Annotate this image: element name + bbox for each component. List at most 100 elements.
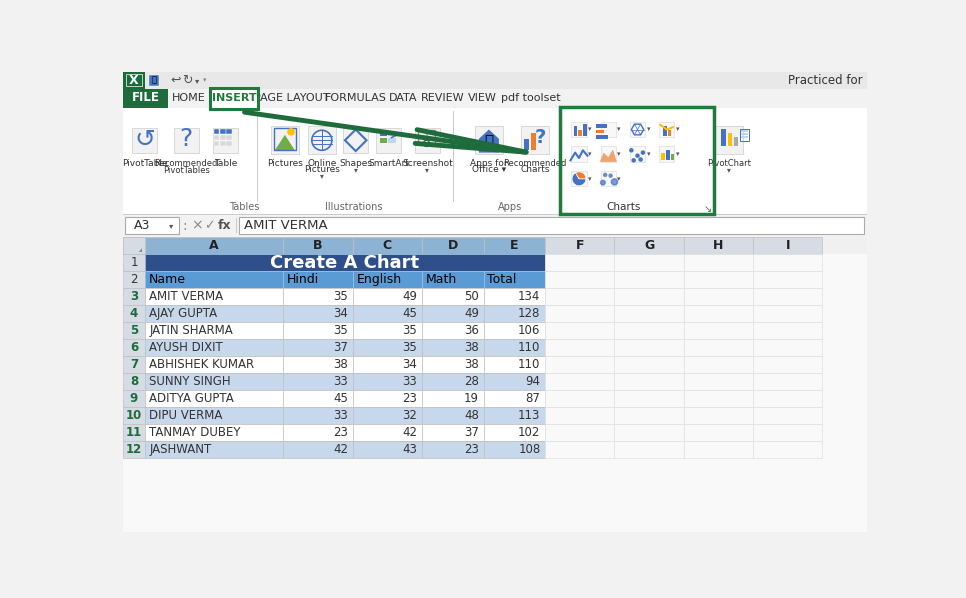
Bar [614,322,684,339]
Text: Online: Online [307,159,336,168]
Text: ×: × [191,219,203,233]
Bar [522,126,549,154]
Bar [388,131,396,136]
Bar [684,305,753,322]
Bar [614,441,684,457]
Bar [124,390,145,407]
Bar [545,390,614,407]
Bar [484,288,545,305]
Bar [601,147,616,162]
Bar [601,171,616,187]
Text: +: + [422,132,430,142]
Text: 43: 43 [403,443,417,456]
Text: Table: Table [213,159,238,168]
Bar [484,373,545,390]
Text: Recommended: Recommended [155,159,218,168]
Bar [422,373,484,390]
Text: DIPU VERMA: DIPU VERMA [150,408,223,422]
Text: 35: 35 [403,341,417,354]
Bar [124,108,867,214]
Text: ▾: ▾ [354,165,357,174]
Bar [353,390,422,407]
Text: AMIT VERMA: AMIT VERMA [150,290,223,303]
Bar [220,141,226,147]
Text: ▾: ▾ [588,151,591,157]
Bar [422,441,484,457]
Text: 32: 32 [403,408,417,422]
Text: Charts: Charts [521,165,550,174]
Bar [662,152,666,160]
Circle shape [611,179,617,185]
Bar [415,128,440,152]
Text: ?: ? [180,127,193,151]
Text: X: X [129,74,139,87]
Text: FORMULAS: FORMULAS [325,93,386,103]
Bar [753,390,822,407]
Bar [668,130,671,136]
Text: 🏬: 🏬 [484,135,494,150]
Text: ▾: ▾ [169,221,173,230]
Bar [684,322,753,339]
Bar [145,423,283,441]
Bar [422,339,484,356]
Bar [684,373,753,390]
Bar [353,305,422,322]
Bar [145,390,283,407]
Text: 45: 45 [333,392,348,405]
Bar [124,72,145,89]
Text: 5: 5 [129,324,138,337]
Bar [484,322,545,339]
Bar [574,126,578,136]
Text: 23: 23 [333,426,348,438]
Text: 35: 35 [333,324,348,337]
Bar [377,128,401,152]
Bar [283,373,353,390]
Bar [145,237,283,254]
Text: 6: 6 [129,341,138,354]
Bar [422,390,484,407]
Bar [388,138,396,142]
Text: ▾: ▾ [617,176,621,182]
Text: 108: 108 [518,443,541,456]
Bar [124,89,867,108]
Bar [124,89,168,108]
Bar [422,322,484,339]
Text: G: G [644,239,654,252]
Bar [124,237,145,254]
Text: English: English [356,273,402,286]
Circle shape [632,159,636,162]
Text: 37: 37 [464,426,479,438]
Bar [145,407,283,423]
Text: 38: 38 [464,358,479,371]
Text: 12: 12 [126,443,142,456]
Bar [353,322,422,339]
Bar [596,130,604,133]
Bar [545,407,614,423]
Wedge shape [576,172,586,179]
Text: 50: 50 [464,290,479,303]
Bar [422,237,484,254]
Bar [684,237,753,254]
Bar [283,288,353,305]
Text: pdf toolset: pdf toolset [500,93,560,103]
Text: ABHISHEK KUMAR: ABHISHEK KUMAR [150,358,254,371]
Bar [124,339,145,356]
Bar [124,237,867,532]
Bar [475,126,502,154]
Bar [124,441,145,457]
Bar [614,339,684,356]
Text: A: A [210,239,219,252]
Text: Apps: Apps [498,202,523,212]
Bar [659,147,674,162]
Bar [722,129,726,146]
Text: 49: 49 [402,290,417,303]
Bar [283,423,353,441]
Bar [353,441,422,457]
Bar [545,271,614,288]
Bar [124,423,145,441]
Text: E: E [510,239,519,252]
Bar [422,407,484,423]
Text: 3: 3 [129,290,138,303]
Text: ▾: ▾ [646,151,650,157]
Text: ▾: ▾ [203,77,207,83]
